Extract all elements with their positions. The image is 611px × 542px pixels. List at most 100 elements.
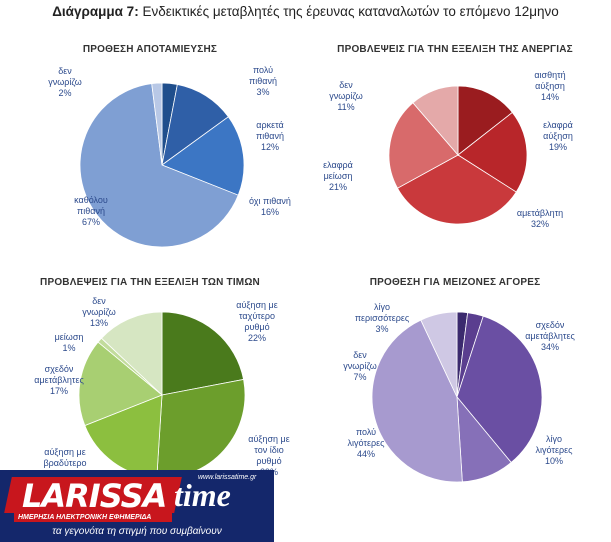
slice-data-label: ελαφρά μείωση 21%: [303, 160, 373, 193]
pie-panel-prices: ΠΡΟΒΛΕΨΕΙΣ ΓΙΑ ΤΗΝ ΕΞΕΛΙΞΗ ΤΩΝ ΤΙΜΩΝ αύξ…: [0, 272, 300, 527]
slice-label-line: αμετάβλητες: [525, 331, 575, 341]
slice-label-line: 13%: [89, 318, 108, 328]
larissatime-banner[interactable]: LARISSA time www.larissatime.gr ΗΜΕΡΗΣΙΑ…: [0, 470, 274, 542]
slice-label-line: 67%: [81, 217, 100, 227]
slice-data-label: δεν γνωρίζω 13%: [64, 296, 134, 329]
slice-data-label: δεν γνωρίζω 11%: [311, 80, 381, 113]
slice-data-label: αρκετά πιθανή 12%: [235, 120, 305, 153]
pie-slice: [420, 311, 458, 398]
slice-data-label: δεν γνωρίζω 7%: [325, 350, 395, 383]
slice-label-line: 11%: [337, 102, 355, 112]
slice-data-label: ελαφρά αύξηση 19%: [523, 120, 593, 153]
slice-label-line: αύξηση: [543, 131, 573, 141]
slice-label-line: αύξηση με: [44, 447, 86, 457]
pie-slice: [457, 85, 513, 156]
slice-label-line: 32%: [530, 219, 549, 229]
slice-data-label: μείωση 1%: [34, 332, 104, 354]
slice-label-line: ταχύτερο: [239, 311, 275, 321]
slice-label-line: 2%: [58, 88, 72, 98]
slice-label-line: μείωση: [54, 332, 84, 342]
slice-label-line: αμετάβλητες: [34, 375, 84, 385]
slice-data-label: δεν γνωρίζω 2%: [30, 66, 100, 99]
pie-slice: [100, 311, 163, 396]
pie-slice: [156, 378, 246, 479]
logo-text-time: time: [174, 477, 231, 513]
pie-slice: [151, 82, 163, 166]
slice-label-line: δεν: [58, 66, 72, 76]
slice-label-line: 7%: [353, 372, 367, 382]
slice-label-line: αύξηση: [535, 81, 565, 91]
pie-panel-savings: ΠΡΟΘΕΣΗ ΑΠΟΤΑΜΙΕΥΣΗΣ πολύ πιθανή 3% αρκετά π…: [0, 40, 300, 295]
slice-label-line: λίγο: [545, 434, 562, 444]
slice-label-line: αισθητή: [534, 70, 566, 80]
pie-chart: [78, 311, 246, 479]
slice-label-line: 3%: [256, 87, 270, 97]
slice-label-line: αρκετά: [256, 120, 284, 130]
slice-label-line: 19%: [548, 142, 567, 152]
slice-data-label: όχι πιθανή 16%: [235, 196, 305, 218]
banner-subtitle: ΗΜΕΡΗΣΙΑ ΗΛΕΚΤΡΟΝΙΚΗ ΕΦΗΜΕΡΙΔΑ: [14, 513, 172, 522]
slice-data-label: αύξηση με ταχύτερο ρυθμό 22%: [222, 300, 292, 344]
slice-data-label: σχεδόν αμετάβλητες 34%: [515, 320, 585, 353]
pie-slice: [78, 341, 163, 427]
slice-label-line: 16%: [260, 207, 279, 217]
slice-label-line: γνωρίζω: [48, 77, 82, 87]
chart-title: ΠΡΟΘΕΣΗ ΑΠΟΤΑΜΙΕΥΣΗΣ: [82, 44, 218, 55]
slice-data-label: λίγο περισσότερες 3%: [347, 302, 417, 335]
slice-label-line: ελαφρά: [543, 120, 573, 130]
slice-label-line: δεν: [353, 350, 367, 360]
banner-url: www.larissatime.gr: [198, 474, 257, 481]
slice-label-line: όχι πιθανή: [249, 196, 291, 206]
slice-label-line: δεν: [339, 80, 353, 90]
slice-data-label: αμετάβλητη 32%: [505, 208, 575, 230]
banner-tagline: τα γεγονότα τη στιγμή που συμβαίνουν: [52, 526, 222, 537]
slice-label-line: καθόλου: [74, 195, 108, 205]
slice-label-line: μείωση: [323, 171, 353, 181]
slice-label-line: πολύ: [252, 65, 274, 75]
slice-data-label: σχεδόν αμετάβλητες 17%: [24, 364, 94, 397]
slice-label-line: γνωρίζω: [82, 307, 116, 317]
pie-panel-unemployment: ΠΡΟΒΛΕΨΕΙΣ ΓΙΑ ΤΗΝ ΕΞΕΛΙΞΗ ΤΗΣ ΑΝΕΡΓΙΑΣ …: [305, 40, 605, 295]
slice-label-line: σχεδόν: [44, 364, 74, 374]
slice-label-line: αμετάβλητη: [516, 208, 564, 218]
slice-label-line: γνωρίζω: [329, 91, 363, 101]
slice-label-line: σχεδόν: [535, 320, 565, 330]
slice-label-line: γνωρίζω: [343, 361, 377, 371]
pie-slice: [456, 315, 543, 464]
pie-slice: [161, 116, 245, 196]
slice-label-line: 14%: [540, 92, 559, 102]
slice-data-label: λίγο λιγότερες 10%: [519, 434, 589, 467]
slice-label-line: 12%: [260, 142, 279, 152]
slice-label-line: τον ίδιο: [254, 445, 284, 455]
slice-label-line: 3%: [375, 324, 389, 334]
slice-label-line: αύξηση με: [248, 434, 290, 444]
pie-slice: [412, 85, 459, 157]
larissatime-logo: LARISSA time www.larissatime.gr: [4, 473, 266, 517]
page-title-bold: Διάγραμμα 7:: [52, 4, 139, 19]
slice-label-line: 44%: [356, 449, 375, 459]
slice-label-line: 17%: [49, 386, 68, 396]
page-title-text: Ενδεικτικές μεταβλητές της έρευνας καταν…: [138, 4, 559, 19]
slice-label-line: 34%: [540, 342, 559, 352]
pie-slice: [161, 311, 244, 396]
chart-title: ΠΡΟΒΛΕΨΕΙΣ ΓΙΑ ΤΗΝ ΕΞΕΛΙΞΗ ΤΩΝ ΤΙΜΩΝ: [40, 277, 260, 288]
slice-data-label: αισθητή αύξηση 14%: [515, 70, 585, 103]
slice-label-line: πιθανή: [249, 76, 277, 86]
logo-text-larissa: LARISSA: [22, 477, 167, 515]
slice-label-line: 21%: [328, 182, 347, 192]
slice-label-line: 1%: [62, 343, 76, 353]
chart-title: ΠΡΟΒΛΕΨΕΙΣ ΓΙΑ ΤΗΝ ΕΞΕΛΙΞΗ ΤΗΣ ΑΝΕΡΓΙΑΣ: [337, 44, 573, 55]
slice-label-line: λιγότερες: [347, 438, 385, 448]
slice-label-line: βραδύτερο: [43, 458, 87, 468]
pie-chart: [371, 311, 543, 483]
page-title: Διάγραμμα 7: Ενδεικτικές μεταβλητές της …: [0, 4, 611, 19]
pie-slice: [457, 111, 528, 193]
slice-label-line: 22%: [247, 333, 266, 343]
slice-data-label: καθόλου πιθανή 67%: [56, 195, 126, 228]
slice-label-line: πιθανή: [77, 206, 105, 216]
slice-label-line: 10%: [544, 456, 563, 466]
slice-label-line: ρυθμό: [244, 322, 270, 332]
slice-data-label: πολύ λιγότερες 44%: [331, 427, 401, 460]
slice-label-line: ελαφρά: [323, 160, 353, 170]
pie-slice: [79, 83, 239, 248]
